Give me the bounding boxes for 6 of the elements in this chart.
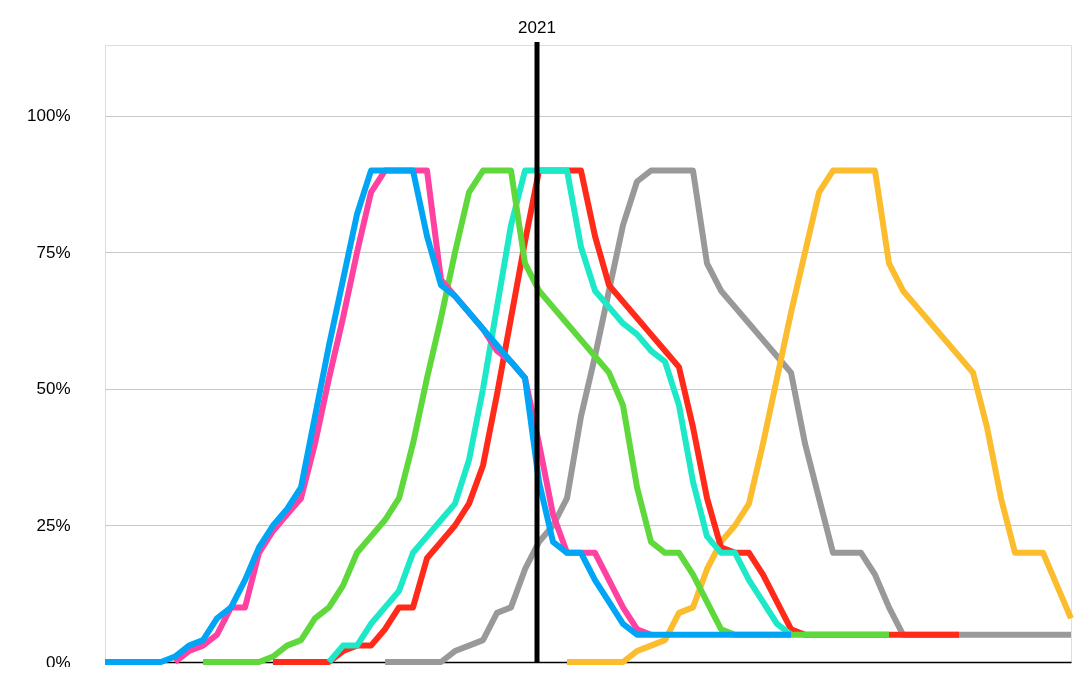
- y-tick-label: 25%: [36, 516, 71, 535]
- y-tick-label: 50%: [36, 379, 71, 399]
- y-tick-label: 75%: [36, 242, 71, 262]
- text: 2021: [518, 18, 556, 37]
- y-tick-label: 100%: [27, 106, 71, 126]
- y-tick-label: 0%: [45, 652, 71, 672]
